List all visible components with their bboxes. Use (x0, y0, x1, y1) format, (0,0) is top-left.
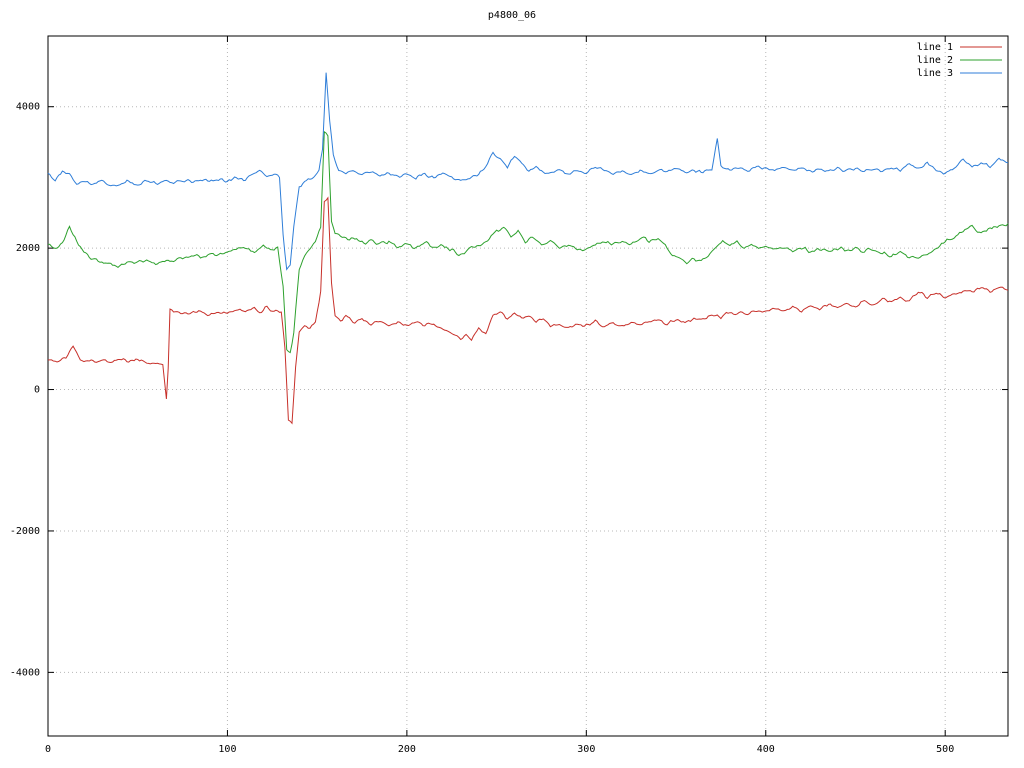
series-line-2 (47, 130, 1009, 354)
y-tick-label: 0 (34, 385, 40, 396)
x-tick-label: 500 (936, 744, 954, 755)
series-line-1 (47, 196, 1009, 425)
y-tick-label: 2000 (16, 243, 40, 254)
x-tick-label: 0 (45, 744, 51, 755)
plot-border (47, 35, 1009, 737)
legend-label: line 1 (917, 42, 953, 53)
y-tick-label: 4000 (16, 102, 40, 113)
legend-label: line 3 (917, 68, 953, 79)
y-tick-label: -2000 (10, 526, 40, 537)
chart-title: p4800_06 (487, 10, 537, 21)
x-tick-label: 200 (398, 744, 416, 755)
y-tick-label: -4000 (10, 667, 40, 678)
legend-label: line 2 (917, 55, 953, 66)
x-tick-label: 400 (757, 744, 775, 755)
x-tick-label: 100 (218, 744, 236, 755)
series-line-3 (47, 72, 1009, 271)
x-tick-label: 300 (577, 744, 595, 755)
